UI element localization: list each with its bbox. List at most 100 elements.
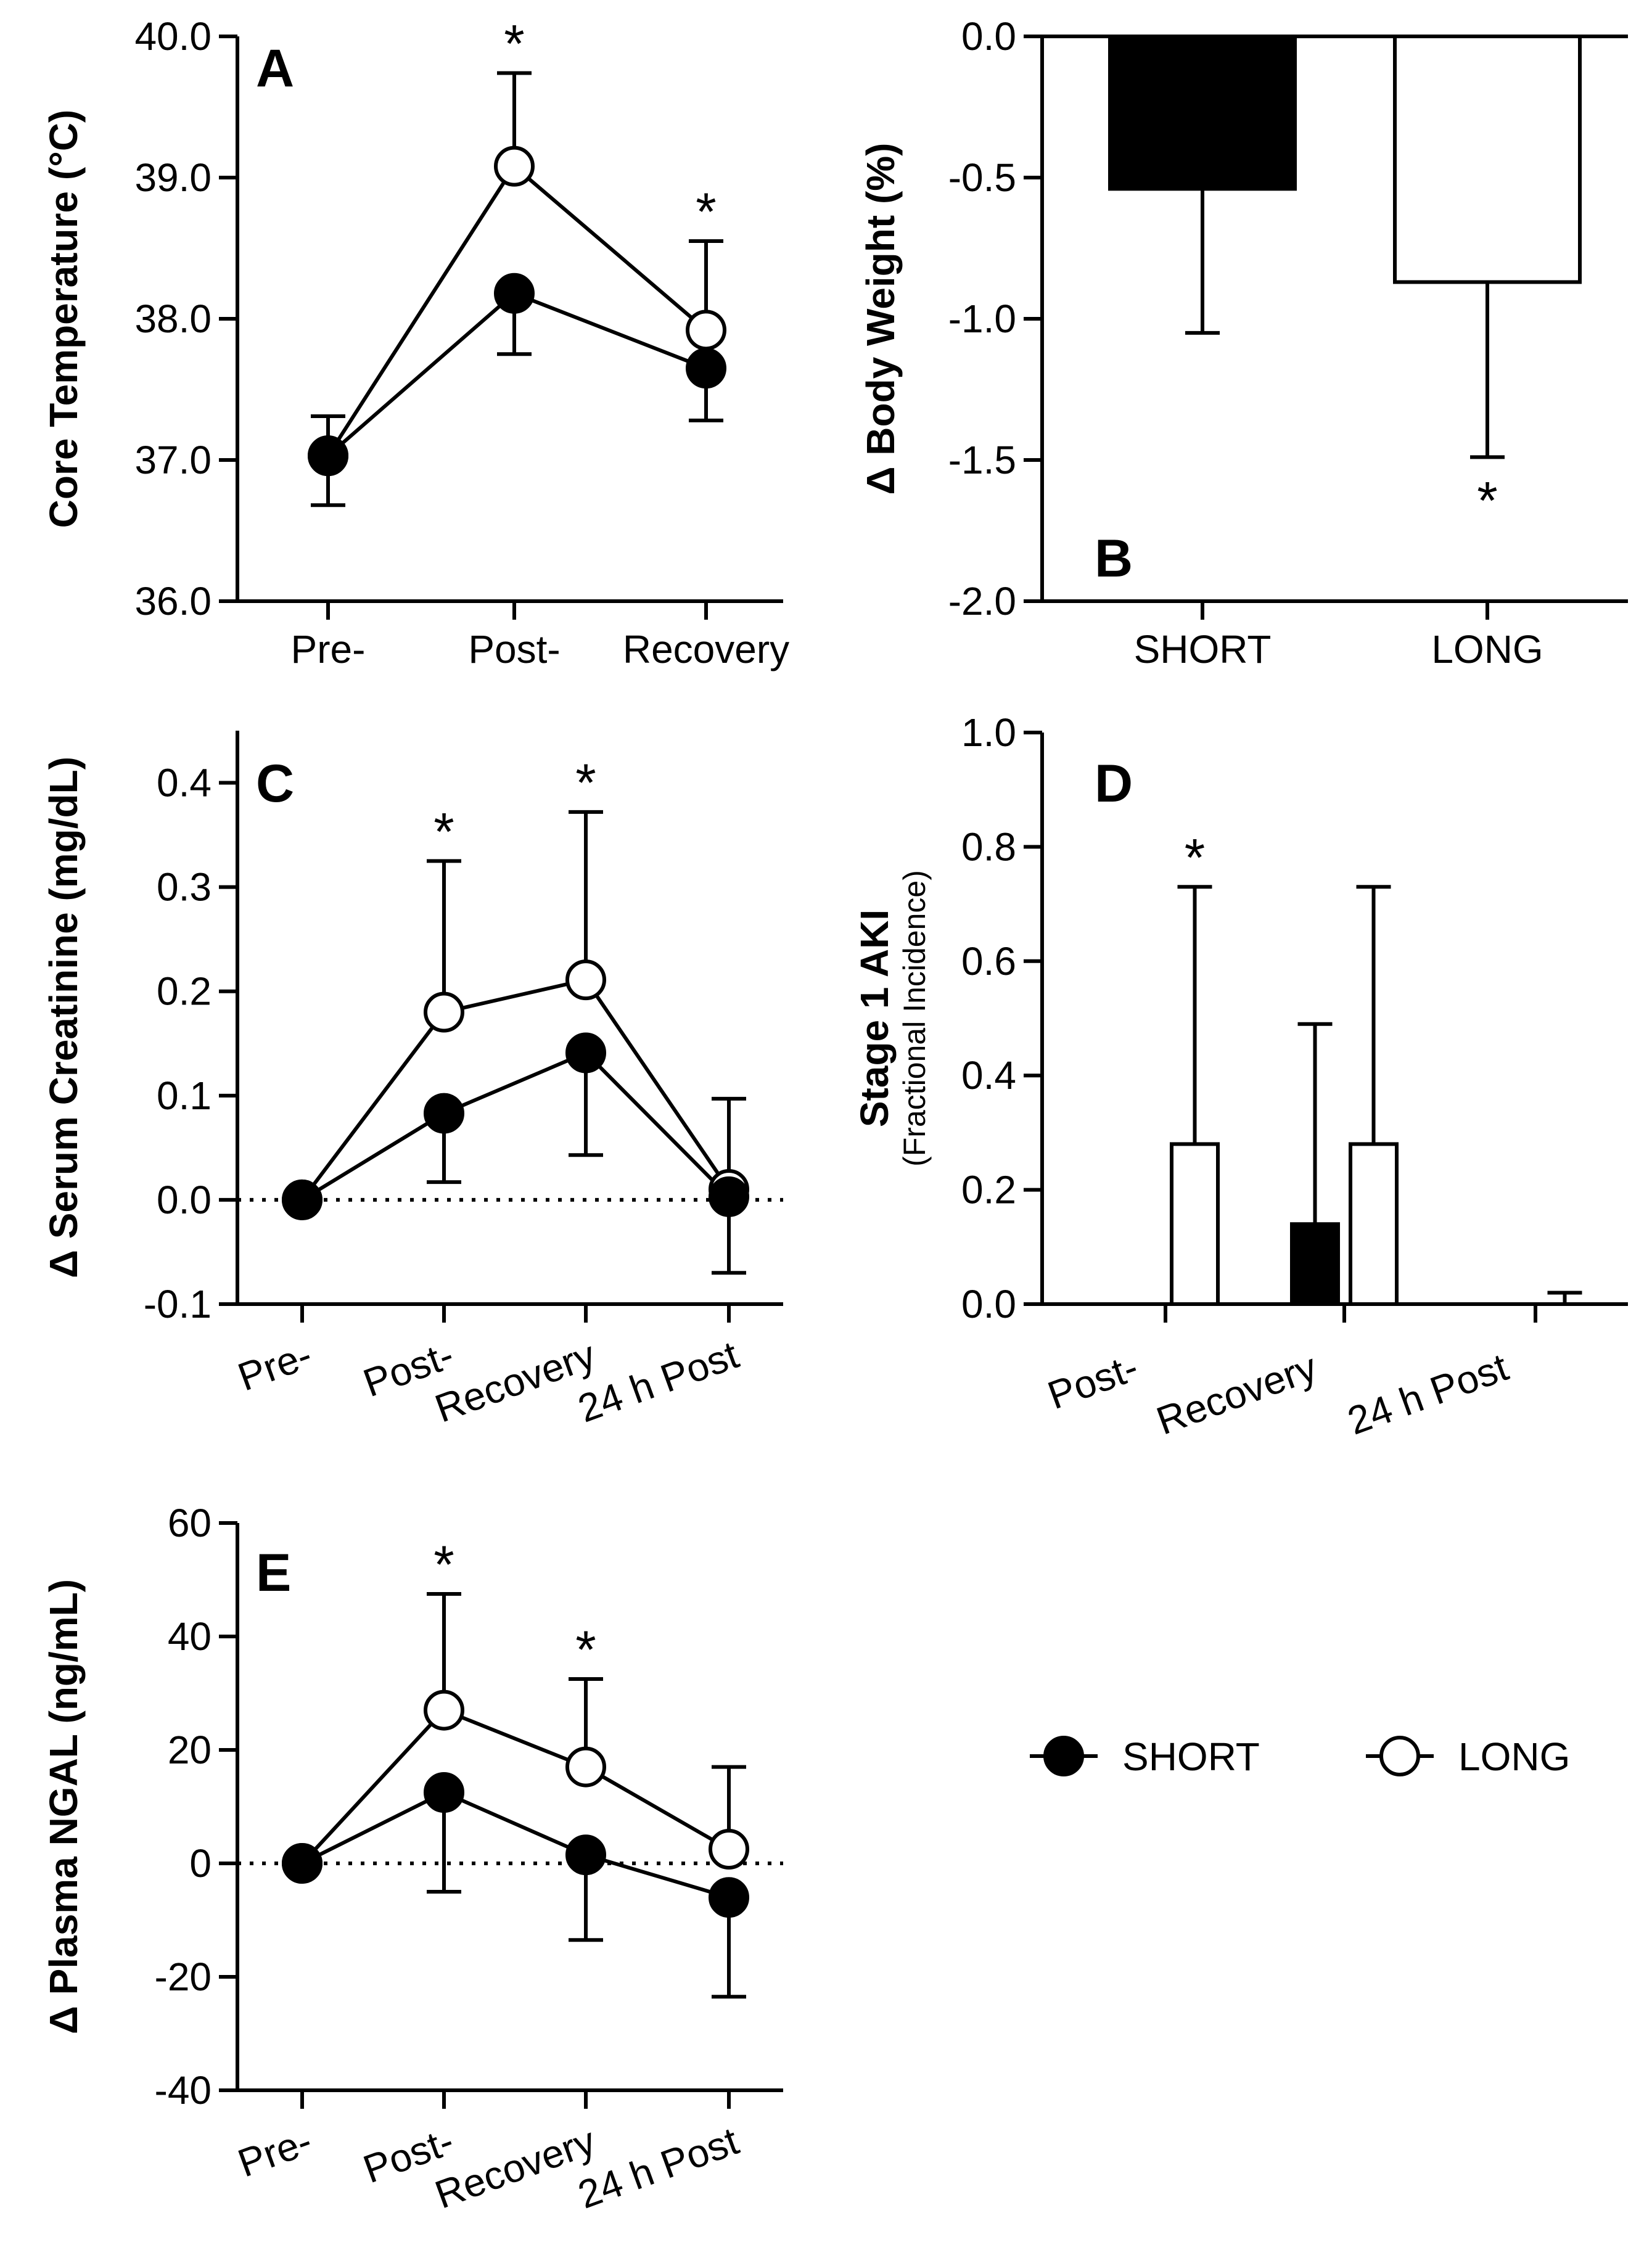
series-line-short: [301, 1790, 729, 1900]
bar-long: [1393, 35, 1582, 284]
legend-label: LONG: [1458, 1735, 1570, 1779]
y-tick-label: -20: [155, 1955, 212, 1999]
panel-label: E: [256, 1543, 291, 1603]
y-tick-label: 20: [168, 1728, 212, 1772]
legend: SHORT LONG: [1030, 1735, 1570, 1779]
data-point-long: [424, 991, 464, 1033]
y-tick-label: 0.1: [157, 1074, 212, 1118]
data-point-long: [686, 310, 726, 351]
series-line-short: [301, 1050, 731, 1202]
y-axis-title: Δ Body Weight (%): [858, 143, 903, 495]
y-tick-label: 40.0: [134, 14, 212, 59]
y-axis-subtitle: (Fractional Incidence): [897, 870, 932, 1167]
y-tick-label: 38.0: [134, 297, 212, 341]
significance-marker: *: [1477, 471, 1497, 530]
significance-marker: *: [434, 1535, 454, 1595]
panel-b: -2.0 -1.5 -1.0 -0.5 0.0 SHORT LONG * Δ Body Weig…: [858, 14, 1628, 671]
y-tick-label: 0.2: [961, 1168, 1016, 1212]
y-tick-label: -40: [155, 2068, 212, 2112]
y-tick-label: 0.0: [961, 1282, 1016, 1326]
data-point-long: [494, 146, 535, 187]
x-tick-label: Pre-: [232, 1332, 318, 1399]
significance-marker: *: [434, 802, 454, 861]
y-axis-title: Δ Serum Creatinine (mg/dL): [41, 757, 86, 1278]
data-point-short: [686, 348, 726, 389]
y-tick-label: 0.4: [157, 761, 212, 805]
data-point-long: [565, 1746, 606, 1788]
legend-marker-short: [1043, 1736, 1084, 1776]
legend-label: SHORT: [1122, 1735, 1260, 1779]
panel-label: D: [1095, 754, 1133, 813]
y-tick-label: -0.5: [948, 155, 1016, 200]
y-tick-label: -0.1: [144, 1282, 212, 1326]
panel-label: C: [256, 754, 294, 813]
x-tick-label: LONG: [1431, 627, 1543, 671]
x-tick-label: Recovery: [1151, 1344, 1323, 1443]
bar-long: [1349, 1142, 1399, 1306]
x-tick-label: Pre-: [232, 2118, 318, 2185]
y-tick-label: -1.5: [948, 438, 1016, 482]
x-tick-label: Pre-: [291, 627, 366, 671]
data-point-short: [565, 1032, 606, 1074]
legend-marker-long: [1379, 1736, 1420, 1776]
bar-long: [1170, 1142, 1220, 1306]
data-point-short: [494, 273, 535, 314]
y-tick-label: 0.2: [157, 969, 212, 1014]
y-tick-label: 1.0: [961, 710, 1016, 755]
y-tick-label: 37.0: [134, 438, 212, 482]
series-line-long: [300, 977, 731, 1201]
y-tick-label: -2.0: [948, 579, 1016, 623]
significance-marker: *: [696, 183, 716, 242]
data-point-short: [308, 435, 348, 477]
data-point-short: [424, 1772, 464, 1813]
y-tick-label: 0.4: [961, 1053, 1016, 1098]
significance-marker: *: [575, 753, 596, 813]
x-tick-label: 24 h Post: [1342, 1344, 1514, 1443]
y-tick-label: 39.0: [134, 155, 212, 200]
panel-label: A: [256, 39, 294, 98]
panel-label: B: [1095, 529, 1133, 588]
panel-a: 36.0 37.0 38.0 39.0 40.0 Pre- Post- Recovery * * C…: [41, 14, 789, 671]
y-tick-label: -1.0: [948, 297, 1016, 341]
y-tick-label: 0.6: [961, 939, 1016, 983]
x-tick-label: Recovery: [429, 2118, 601, 2217]
significance-marker: *: [1185, 828, 1205, 887]
x-tick-label: 24 h Post: [572, 2118, 744, 2217]
data-point-short: [424, 1093, 464, 1134]
data-point-short: [282, 1179, 323, 1220]
y-tick-label: 0.0: [961, 14, 1016, 59]
y-tick-label: 0.3: [157, 865, 212, 909]
x-tick-label: SHORT: [1134, 627, 1272, 671]
x-tick-label: Recovery: [623, 627, 789, 671]
y-tick-label: 0.0: [157, 1178, 212, 1222]
bar-short: [1290, 1222, 1340, 1306]
x-tick-label: Post-: [468, 627, 560, 671]
y-tick-label: 0: [189, 1841, 212, 1886]
data-point-short: [565, 1834, 606, 1876]
bar-short: [1108, 35, 1297, 191]
series-line-long: [300, 1708, 730, 1865]
y-axis-title: Stage 1 AKI: [852, 909, 897, 1127]
data-point-long: [709, 1829, 749, 1870]
y-axis-title: Δ Plasma NGAL (ng/mL): [41, 1579, 86, 2034]
data-point-long: [565, 959, 606, 1001]
data-point-short: [709, 1877, 749, 1918]
x-tick-label: Recovery: [429, 1332, 601, 1431]
panel-d: 0.0 0.2 0.4 0.6 0.8 1.0 Post- * Recovery 24 h Pos…: [852, 710, 1628, 1443]
data-point-short: [282, 1843, 323, 1884]
significance-marker: *: [504, 15, 524, 74]
y-tick-label: 0.8: [961, 824, 1016, 869]
series-line-short: [327, 291, 707, 458]
significance-marker: *: [575, 1620, 596, 1680]
data-point-long: [424, 1689, 464, 1731]
x-tick-label: 24 h Post: [572, 1332, 744, 1431]
y-axis-title: Core Temperature (°C): [41, 110, 86, 528]
data-point-short: [709, 1176, 749, 1217]
y-tick-label: 60: [168, 1501, 212, 1545]
y-tick-label: 36.0: [134, 579, 212, 623]
y-tick-label: 40: [168, 1614, 212, 1659]
x-tick-label: Post-: [1042, 1344, 1144, 1418]
